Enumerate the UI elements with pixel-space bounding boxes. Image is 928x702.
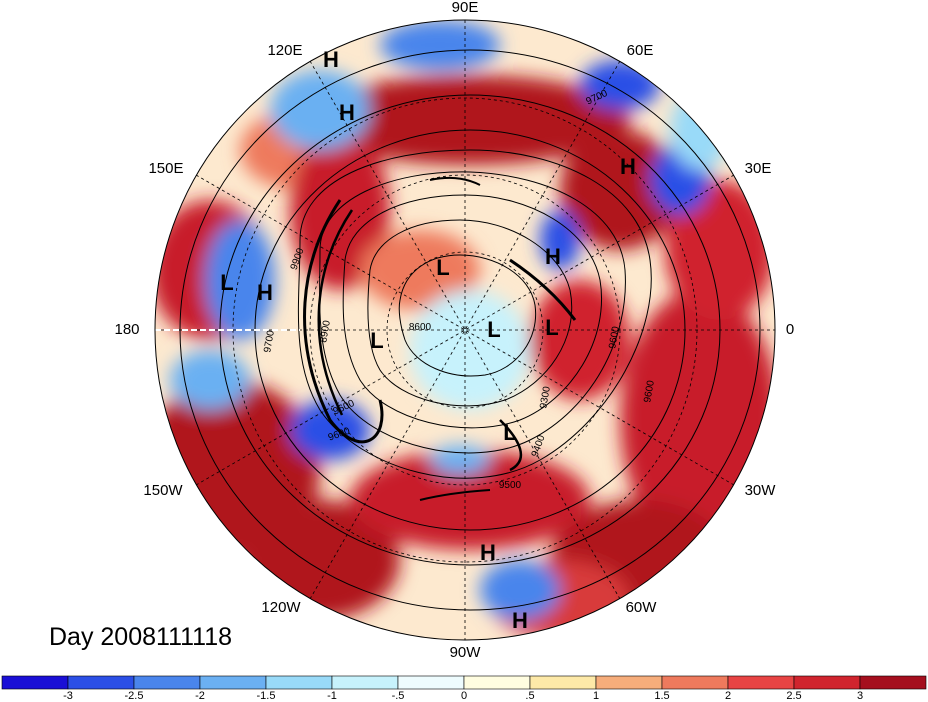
low-marker: L xyxy=(503,420,516,445)
contour-value-label: 8900 xyxy=(318,319,333,343)
low-marker: L xyxy=(545,315,558,340)
colorbar-tick-label: 3 xyxy=(857,690,863,702)
colorbar-tick-label: 2 xyxy=(725,690,731,702)
contour-value-label: 9300 xyxy=(538,385,553,409)
colorbar-swatch xyxy=(1,675,69,690)
colorbar-swatch xyxy=(397,675,465,690)
lon-label-180: 180 xyxy=(114,321,139,338)
high-marker: H xyxy=(545,244,561,269)
contour-value-label: 9600 xyxy=(642,379,657,403)
colorbar-swatch xyxy=(331,675,399,690)
map-boundary xyxy=(154,19,776,641)
lon-label-120e: 120E xyxy=(267,42,302,59)
high-marker: H xyxy=(339,100,355,125)
lon-label-60e: 60E xyxy=(627,42,654,59)
lon-label-30e: 30E xyxy=(745,160,772,177)
colorbar-tick-label: 1 xyxy=(593,690,599,702)
colorbar-swatch xyxy=(463,675,531,690)
low-marker: L xyxy=(436,255,449,280)
colorbar-swatch xyxy=(199,675,267,690)
lon-label-120w: 120W xyxy=(261,599,301,616)
colorbar-swatch xyxy=(595,675,663,690)
high-marker: H xyxy=(512,608,528,633)
high-marker: H xyxy=(257,280,273,305)
date-title: Day 2008111118 xyxy=(49,623,232,651)
lon-label-150e: 150E xyxy=(148,160,183,177)
colorbar-tick-label: -1 xyxy=(327,690,337,702)
colorbar-swatch xyxy=(859,675,927,690)
colorbar-swatch xyxy=(727,675,795,690)
colorbar-tick-label: -3 xyxy=(63,690,73,702)
high-marker: H xyxy=(620,154,636,179)
colorbar-tick-label: 2.5 xyxy=(786,690,801,702)
high-marker: H xyxy=(323,47,339,72)
lon-label-90e: 90E xyxy=(452,0,479,16)
contour-value-label: 9700 xyxy=(262,329,277,353)
lon-label-60w: 60W xyxy=(626,599,658,616)
colorbar-tick-label: -2.5 xyxy=(125,690,144,702)
colorbar-tick-label: -1.5 xyxy=(257,690,276,702)
contour-value-label: 9500 xyxy=(499,480,522,491)
lon-label-0: 0 xyxy=(786,321,794,338)
contour-value-label: 8600 xyxy=(409,322,432,333)
colorbar-swatch xyxy=(529,675,597,690)
colorbar-tick-label: -2 xyxy=(195,690,205,702)
colorbar-tick-label: .5 xyxy=(525,690,534,702)
lon-label-90w: 90W xyxy=(450,644,482,661)
high-marker: H xyxy=(480,540,496,565)
colorbar: -3 -2.5 -2 -1.5 -1 -.5 0 .5 1 1.5 2 2.5 3 xyxy=(1,675,927,702)
colorbar-swatch xyxy=(793,675,861,690)
longitude-labels: 90E 60E 120E 30E 150E 0 180 30W 150W 60W 120W 90W xyxy=(114,0,794,661)
colorbar-swatch xyxy=(133,675,201,690)
colorbar-tick-label: -.5 xyxy=(392,690,405,702)
colorbar-swatch xyxy=(265,675,333,690)
colorbar-tick-label: 0 xyxy=(461,690,467,702)
colorbar-swatch xyxy=(661,675,729,690)
low-marker: L xyxy=(487,317,500,342)
contour-value-label: 9600 xyxy=(607,325,622,349)
low-marker: L xyxy=(370,328,383,353)
lon-label-150w: 150W xyxy=(143,482,183,499)
low-marker: L xyxy=(220,270,233,295)
colorbar-tick-label: 1.5 xyxy=(654,690,669,702)
colorbar-swatch xyxy=(67,675,135,690)
pressure-markers: HHHHHHHLLLLLLH xyxy=(220,47,636,633)
lon-label-30w: 30W xyxy=(745,482,777,499)
